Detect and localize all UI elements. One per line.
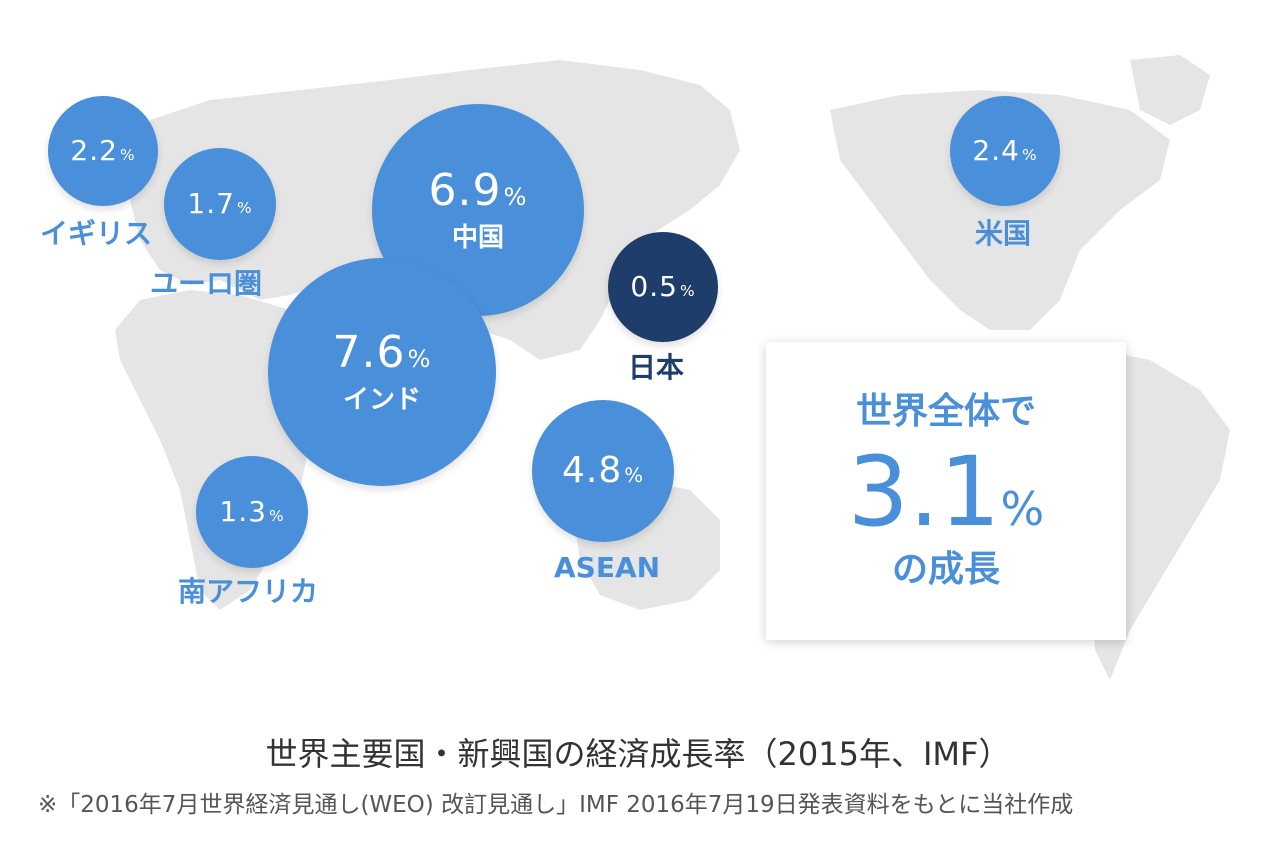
map-north-america	[830, 90, 1170, 330]
bubble-india-label: インド	[342, 385, 421, 415]
bubble-japan-value: 0.5%	[630, 270, 696, 303]
world-growth-prefix: 世界全体で	[855, 391, 1036, 432]
bubble-uk-value: 2.2%	[70, 134, 136, 167]
label-asean: ASEAN	[554, 551, 661, 584]
label-euro: ユーロ圏	[150, 267, 263, 300]
label-uk: イギリス	[40, 217, 153, 250]
world-growth-suffix: の成長	[891, 549, 1000, 590]
bubble-south-africa-value: 1.3%	[219, 495, 285, 528]
label-japan: 日本	[628, 351, 685, 384]
label-usa: 米国	[975, 217, 1032, 250]
source-note: ※「2016年7月世界経済見通し(WEO) 改訂見通し」IMF 2016年7月1…	[38, 792, 1074, 818]
bubble-china-value: 6.9%	[428, 165, 528, 216]
bubble-south-africa: 1.3%	[196, 456, 308, 568]
bubble-asean: 4.8%	[532, 400, 674, 542]
bubble-asean-value: 4.8%	[561, 450, 645, 491]
bubble-japan: 0.5%	[608, 232, 718, 342]
chart-title: 世界主要国・新興国の経済成長率（2015年、IMF）	[265, 735, 1011, 773]
bubble-uk: 2.2%	[48, 96, 158, 206]
bubble-usa-value: 2.4%	[972, 134, 1038, 167]
bubble-usa: 2.4%	[950, 96, 1060, 206]
bubble-china-label: 中国	[451, 223, 504, 253]
map-greenland	[1130, 55, 1210, 125]
world-growth-box: 世界全体で 3.1% の成長	[766, 342, 1126, 640]
label-south-africa: 南アフリカ	[178, 575, 319, 608]
bubble-india: 7.6% インド	[268, 258, 496, 486]
bubble-euro-value: 1.7%	[187, 187, 253, 220]
world-growth-value: 3.1%	[847, 436, 1045, 548]
bubble-india-value: 7.6%	[332, 327, 432, 378]
bubble-euro: 1.7%	[164, 148, 276, 260]
